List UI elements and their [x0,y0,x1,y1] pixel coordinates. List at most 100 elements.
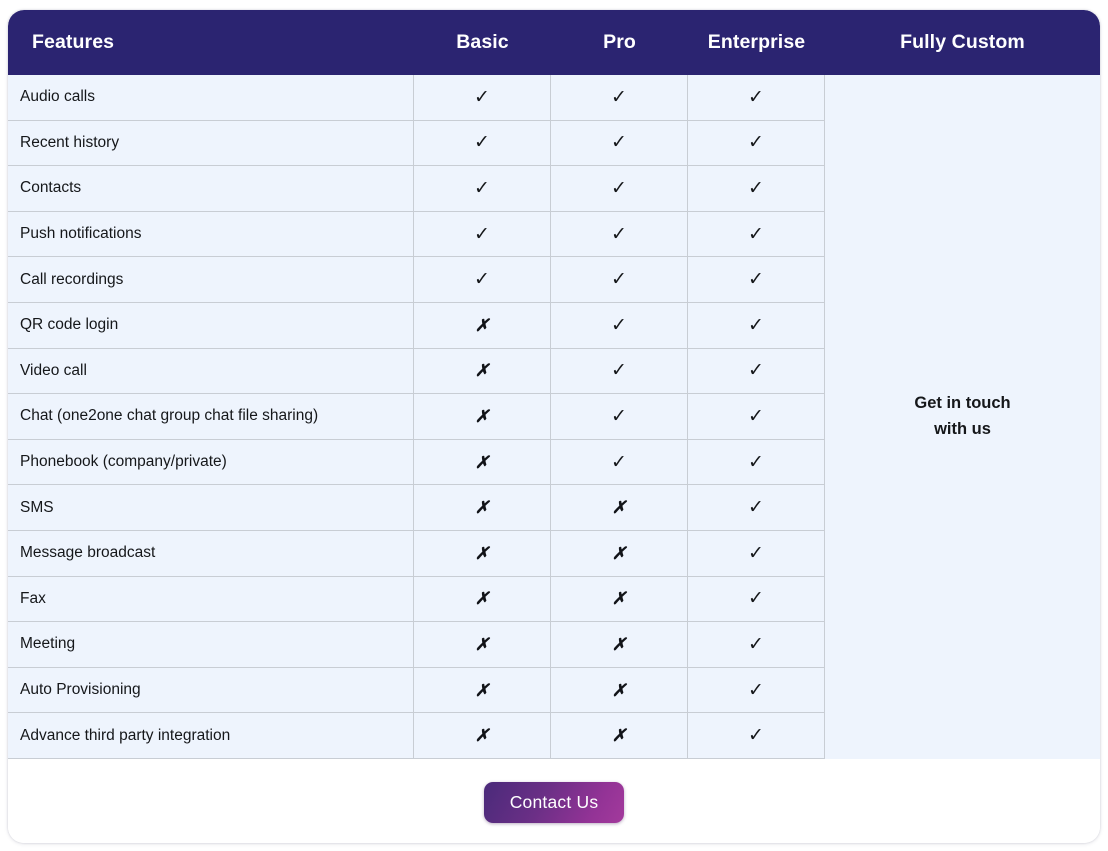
cross-icon: ✗ [474,589,490,609]
availability-cell-pro: ✗ [551,530,688,576]
cross-icon: ✗ [474,498,490,518]
availability-cell-basic: ✓ [414,166,551,211]
check-icon: ✓ [474,222,490,245]
availability-cell-enterprise: ✓ [688,530,825,576]
availability-cell-pro: ✗ [551,485,688,530]
cross-icon: ✗ [474,361,490,381]
availability-cell-basic: ✗ [414,622,551,667]
table-row: Auto Provisioning ✗ ✗ ✓ [8,667,825,714]
column-header-fully-custom: Fully Custom [900,31,1025,53]
availability-cell-basic: ✗ [414,576,551,622]
get-in-touch-line2: with us [934,419,991,438]
feature-name-cell: Recent history [8,120,414,166]
availability-cell-enterprise: ✓ [688,667,825,713]
table-row: Audio calls ✓ ✓ ✓ [8,75,825,121]
availability-cell-enterprise: ✓ [688,211,825,257]
availability-cell-basic: ✓ [414,120,551,166]
check-icon: ✓ [748,131,764,154]
availability-cell-enterprise: ✓ [688,257,825,302]
check-icon: ✓ [748,496,764,519]
feature-name-cell: Phonebook (company/private) [8,439,414,485]
fully-custom-panel: Get in touch with us [825,75,1100,759]
availability-cell-basic: ✗ [414,439,551,485]
check-icon: ✓ [611,313,627,336]
availability-cell-enterprise: ✓ [688,302,825,348]
availability-cell-pro: ✓ [551,120,688,166]
check-icon: ✓ [611,85,627,108]
availability-cell-enterprise: ✓ [688,166,825,211]
check-icon: ✓ [611,359,627,382]
check-icon: ✓ [748,176,764,199]
feature-name-cell: Contacts [8,166,414,211]
table-row: Recent history ✓ ✓ ✓ [8,120,825,167]
table-row: Chat (one2one chat group chat file shari… [8,394,825,440]
availability-cell-enterprise: ✓ [688,622,825,667]
availability-cell-enterprise: ✓ [688,120,825,166]
feature-name-cell: Fax [8,576,414,622]
feature-name-cell: SMS [8,485,414,530]
column-header-basic: Basic [456,31,509,53]
column-header-pro: Pro [603,31,636,53]
availability-cell-pro: ✓ [551,394,688,439]
cross-icon: ✗ [611,726,627,746]
availability-cell-pro: ✓ [551,75,688,120]
column-header-features: Features [32,31,115,53]
cross-icon: ✗ [474,452,490,472]
table-row: Advance third party integration ✗ ✗ ✓ [8,713,825,759]
availability-cell-basic: ✗ [414,713,551,758]
check-icon: ✓ [748,313,764,336]
cross-icon: ✗ [611,680,627,700]
table-row: Video call ✗ ✓ ✓ [8,348,825,395]
availability-cell-basic: ✗ [414,667,551,713]
table-row: Contacts ✓ ✓ ✓ [8,166,825,212]
check-icon: ✓ [611,222,627,245]
feature-name-cell: Message broadcast [8,530,414,576]
cross-icon: ✗ [611,634,627,654]
check-icon: ✓ [748,268,764,291]
check-icon: ✓ [748,587,764,610]
check-icon: ✓ [611,450,627,473]
check-icon: ✓ [748,450,764,473]
column-header-enterprise: Enterprise [707,31,806,53]
table-footer: Contact Us [8,758,1100,843]
availability-cell-pro: ✓ [551,439,688,485]
cross-icon: ✗ [474,315,490,335]
availability-cell-pro: ✓ [551,348,688,394]
availability-cell-basic: ✗ [414,394,551,439]
check-icon: ✓ [748,404,764,427]
check-icon: ✓ [611,268,627,291]
pricing-comparison-card: Features Basic Pro Enterprise Fully Cust… [8,10,1100,843]
feature-rows: Audio calls ✓ ✓ ✓ Recent history ✓ ✓ ✓ Contacts ✓… [8,75,825,759]
check-icon: ✓ [748,222,764,245]
availability-cell-basic: ✗ [414,530,551,576]
check-icon: ✓ [748,359,764,382]
availability-cell-pro: ✗ [551,576,688,622]
availability-cell-enterprise: ✓ [688,485,825,530]
availability-cell-basic: ✓ [414,211,551,257]
availability-cell-enterprise: ✓ [688,576,825,622]
availability-cell-pro: ✓ [551,257,688,302]
contact-us-button[interactable]: Contact Us [484,781,624,823]
check-icon: ✓ [474,176,490,199]
check-icon: ✓ [748,85,764,108]
cross-icon: ✗ [474,406,490,426]
check-icon: ✓ [611,404,627,427]
cross-icon: ✗ [611,498,627,518]
feature-name-cell: Call recordings [8,257,414,302]
availability-cell-pro: ✓ [551,211,688,257]
availability-cell-enterprise: ✓ [688,394,825,439]
check-icon: ✓ [611,176,627,199]
table-body: Audio calls ✓ ✓ ✓ Recent history ✓ ✓ ✓ Contacts ✓… [8,75,1100,759]
check-icon: ✓ [474,131,490,154]
availability-cell-enterprise: ✓ [688,75,825,120]
feature-name-cell: Meeting [8,622,414,667]
feature-name-cell: QR code login [8,302,414,348]
check-icon: ✓ [474,85,490,108]
availability-cell-pro: ✗ [551,667,688,713]
availability-cell-enterprise: ✓ [688,348,825,394]
get-in-touch-line1: Get in touch [914,394,1011,413]
availability-cell-pro: ✗ [551,622,688,667]
check-icon: ✓ [748,632,764,655]
table-row: Fax ✗ ✗ ✓ [8,576,825,623]
